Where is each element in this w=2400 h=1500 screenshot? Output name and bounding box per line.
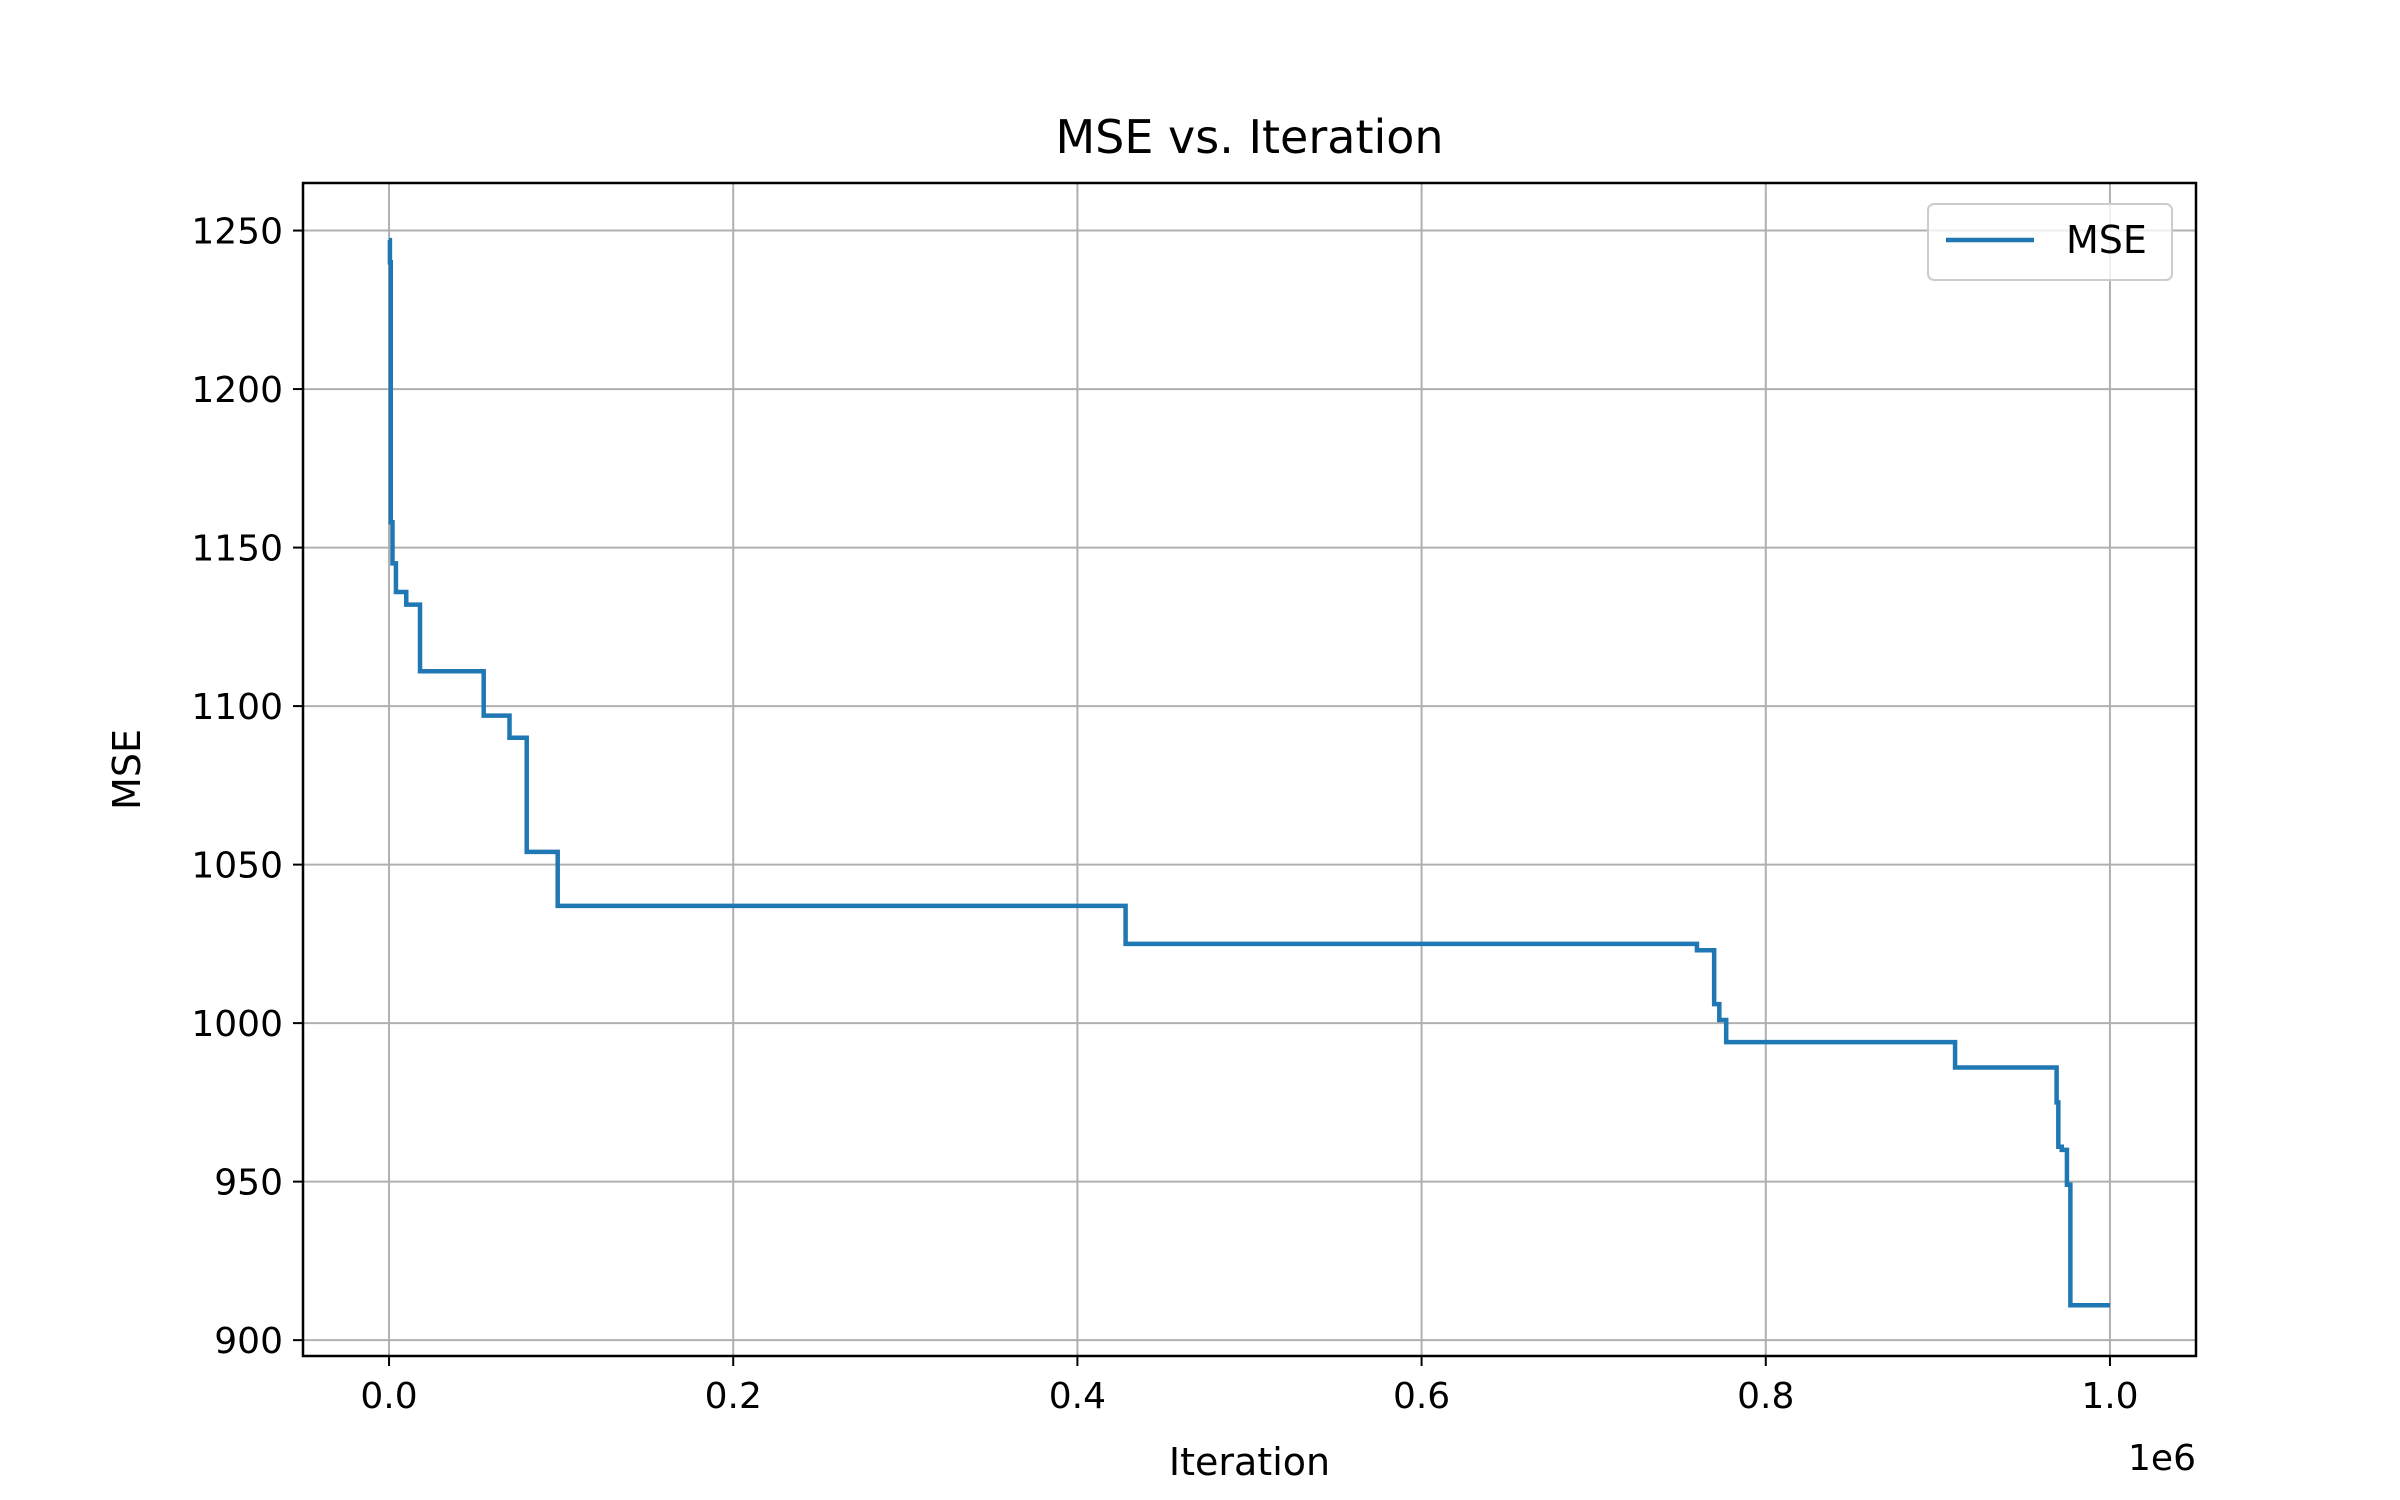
y-tick-label: 1000: [191, 1004, 283, 1045]
legend-label-mse: MSE: [2066, 218, 2147, 262]
y-tick-label: 1150: [191, 529, 283, 570]
y-tick-label: 1050: [191, 846, 283, 887]
legend-box: [1927, 203, 2173, 281]
x-offset-label: 1e6: [2128, 1438, 2196, 1479]
y-tick-label: 1200: [191, 370, 283, 411]
x-axis-label: Iteration: [1169, 1440, 1330, 1484]
y-tick-label: 1100: [191, 687, 283, 728]
y-tick-label: 950: [214, 1163, 283, 1204]
y-tick-label: 1250: [191, 212, 283, 253]
x-tick-label: 0.6: [1393, 1376, 1450, 1417]
x-tick-label: 0.2: [705, 1376, 762, 1417]
y-tick-label: 900: [214, 1321, 283, 1362]
x-tick-label: 0.4: [1049, 1376, 1106, 1417]
x-tick-label: 0.8: [1737, 1376, 1794, 1417]
axes-frame: [301, 181, 2198, 1358]
x-tick-label: 0.0: [360, 1376, 417, 1417]
grid-layer: [303, 183, 2196, 1356]
series-layer: [387, 237, 2110, 1308]
tick-layer: 0.0 0.2 0.4 0.6 0.8 1.0 900 950 1000 1050 1100 1150…: [191, 212, 2138, 1417]
legend: MSE: [1927, 203, 2173, 281]
y-axis-label: MSE: [105, 729, 149, 810]
x-tick-label: 1.0: [2081, 1376, 2138, 1417]
chart-title: MSE vs. Iteration: [1055, 110, 1443, 164]
series-line-mse: [387, 237, 2110, 1308]
